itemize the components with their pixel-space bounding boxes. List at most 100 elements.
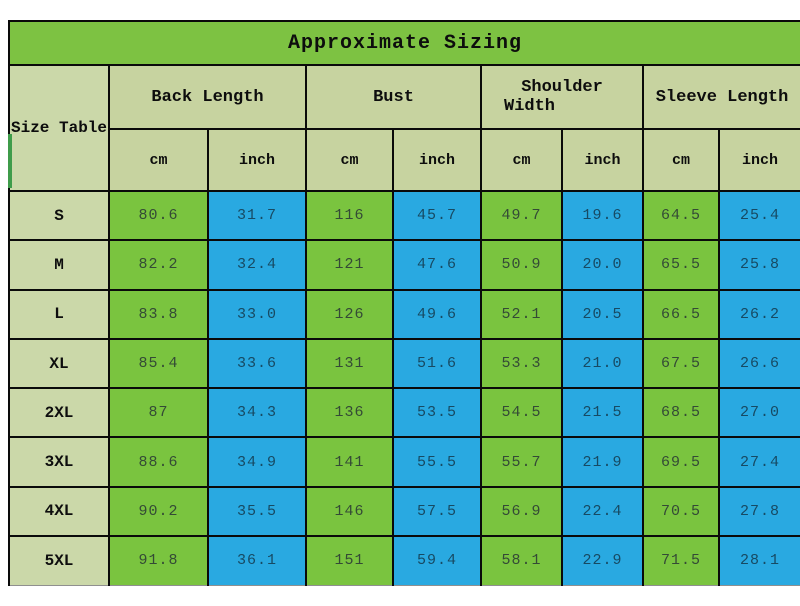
value-cell: 53.5 bbox=[392, 387, 482, 439]
unit-header: cm bbox=[108, 128, 209, 192]
value-cell: 91.8 bbox=[108, 535, 209, 586]
table-body: S 80.6 31.7 116 45.7 49.7 19.6 64.5 25.4… bbox=[8, 189, 800, 586]
unit-header: cm bbox=[305, 128, 394, 192]
value-cell: 83.8 bbox=[108, 288, 209, 340]
size-label: 5XL bbox=[8, 535, 110, 586]
value-cell: 82.2 bbox=[108, 239, 209, 291]
value-cell: 33.0 bbox=[207, 288, 307, 340]
value-cell: 85.4 bbox=[108, 337, 209, 390]
value-cell: 31.7 bbox=[207, 189, 307, 242]
unit-header: inch bbox=[561, 128, 644, 192]
value-cell: 28.1 bbox=[717, 535, 800, 586]
size-label: L bbox=[8, 288, 110, 340]
value-cell: 57.5 bbox=[392, 485, 482, 538]
value-cell: 21.9 bbox=[561, 436, 644, 488]
size-label: S bbox=[8, 189, 110, 242]
value-cell: 33.6 bbox=[207, 337, 307, 390]
value-cell: 131 bbox=[305, 337, 394, 390]
value-cell: 53.3 bbox=[480, 337, 563, 390]
value-cell: 36.1 bbox=[207, 535, 307, 586]
unit-header: inch bbox=[207, 128, 307, 192]
value-cell: 21.5 bbox=[561, 387, 644, 439]
size-label: M bbox=[8, 239, 110, 291]
value-cell: 26.2 bbox=[717, 288, 800, 340]
value-cell: 45.7 bbox=[392, 189, 482, 242]
group-header-row: Size Table Back Length Bust Shoulder Wid… bbox=[8, 64, 800, 192]
value-cell: 56.9 bbox=[480, 485, 563, 538]
value-cell: 21.0 bbox=[561, 337, 644, 390]
value-cell: 88.6 bbox=[108, 436, 209, 488]
value-cell: 25.4 bbox=[717, 189, 800, 242]
value-cell: 126 bbox=[305, 288, 394, 340]
value-cell: 19.6 bbox=[561, 189, 644, 242]
value-cell: 58.1 bbox=[480, 535, 563, 586]
value-cell: 49.7 bbox=[480, 189, 563, 242]
value-cell: 87 bbox=[108, 387, 209, 439]
value-cell: 65.5 bbox=[642, 239, 720, 291]
column-group-sleeve-length: Sleeve Length bbox=[641, 64, 800, 130]
value-cell: 67.5 bbox=[642, 337, 720, 390]
value-cell: 22.9 bbox=[561, 535, 644, 586]
value-cell: 66.5 bbox=[642, 288, 720, 340]
unit-header: cm bbox=[642, 128, 720, 192]
unit-header: cm bbox=[480, 128, 563, 192]
size-label: 4XL bbox=[8, 485, 110, 538]
value-cell: 151 bbox=[305, 535, 394, 586]
size-table-corner-label: Size Table bbox=[8, 64, 110, 192]
title-row: Approximate Sizing bbox=[7, 20, 800, 66]
unit-header-row: cm inch cm inch cm inch cm inch bbox=[9, 128, 800, 192]
value-cell: 34.9 bbox=[207, 436, 307, 488]
value-cell: 55.7 bbox=[480, 436, 563, 488]
table-row: L 83.8 33.0 126 49.6 52.1 20.5 66.5 26.2 bbox=[8, 288, 800, 340]
table-row: 3XL 88.6 34.9 141 55.5 55.7 21.9 69.5 27… bbox=[8, 436, 800, 488]
table-row: 5XL 91.8 36.1 151 59.4 58.1 22.9 71.5 28… bbox=[8, 535, 800, 586]
value-cell: 35.5 bbox=[207, 485, 307, 538]
shoulder-width-line1: Shoulder bbox=[521, 78, 603, 97]
table-row: 4XL 90.2 35.5 146 57.5 56.9 22.4 70.5 27… bbox=[8, 485, 800, 538]
value-cell: 26.6 bbox=[717, 337, 800, 390]
size-label: 2XL bbox=[8, 387, 110, 439]
table-row: 2XL 87 34.3 136 53.5 54.5 21.5 68.5 27.0 bbox=[8, 387, 800, 439]
table-row: M 82.2 32.4 121 47.6 50.9 20.0 65.5 25.8 bbox=[8, 239, 800, 291]
table-row: S 80.6 31.7 116 45.7 49.7 19.6 64.5 25.4 bbox=[8, 189, 800, 242]
value-cell: 27.4 bbox=[717, 436, 800, 488]
value-cell: 34.3 bbox=[207, 387, 307, 439]
value-cell: 27.8 bbox=[717, 485, 800, 538]
unit-header: inch bbox=[717, 128, 800, 192]
value-cell: 69.5 bbox=[642, 436, 720, 488]
column-group-bust: Bust bbox=[305, 64, 482, 130]
value-cell: 51.6 bbox=[392, 337, 482, 390]
value-cell: 20.5 bbox=[561, 288, 644, 340]
value-cell: 90.2 bbox=[108, 485, 209, 538]
value-cell: 136 bbox=[305, 387, 394, 439]
value-cell: 47.6 bbox=[392, 239, 482, 291]
value-cell: 64.5 bbox=[642, 189, 720, 242]
column-group-shoulder-width: Shoulder Width bbox=[480, 64, 644, 130]
value-cell: 121 bbox=[305, 239, 394, 291]
value-cell: 116 bbox=[305, 189, 394, 242]
value-cell: 59.4 bbox=[392, 535, 482, 586]
value-cell: 50.9 bbox=[480, 239, 563, 291]
value-cell: 25.8 bbox=[717, 239, 800, 291]
value-cell: 71.5 bbox=[642, 535, 720, 586]
unit-header: inch bbox=[392, 128, 482, 192]
table-row: XL 85.4 33.6 131 51.6 53.3 21.0 67.5 26.… bbox=[8, 337, 800, 390]
value-cell: 32.4 bbox=[207, 239, 307, 291]
value-cell: 20.0 bbox=[561, 239, 644, 291]
size-label: XL bbox=[8, 337, 110, 390]
value-cell: 22.4 bbox=[561, 485, 644, 538]
size-label: 3XL bbox=[8, 436, 110, 488]
value-cell: 70.5 bbox=[642, 485, 720, 538]
column-group-back-length: Back Length bbox=[108, 64, 307, 130]
size-chart-table: Approximate Sizing Size Table Back Lengt… bbox=[7, 20, 800, 586]
chart-title: Approximate Sizing bbox=[7, 20, 800, 66]
shoulder-width-line2: Width bbox=[504, 97, 556, 116]
value-cell: 141 bbox=[305, 436, 394, 488]
value-cell: 146 bbox=[305, 485, 394, 538]
value-cell: 68.5 bbox=[642, 387, 720, 439]
edge-artifact-mark bbox=[8, 134, 12, 188]
value-cell: 80.6 bbox=[108, 189, 209, 242]
value-cell: 52.1 bbox=[480, 288, 563, 340]
value-cell: 27.0 bbox=[717, 387, 800, 439]
